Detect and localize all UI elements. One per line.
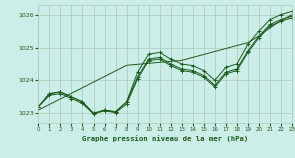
X-axis label: Graphe pression niveau de la mer (hPa): Graphe pression niveau de la mer (hPa) <box>82 135 248 142</box>
